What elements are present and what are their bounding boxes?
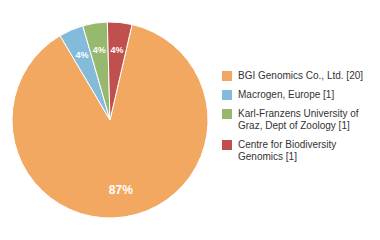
html-text:Centre for Biodiversity Genomi: Centre for Biodiversity Genomics [1] [238,139,337,162]
svg-text:4%: 4% [93,45,106,55]
svg-text:4%: 4% [76,50,89,60]
html-text:BGI Genomics Co., Ltd. [20]: BGI Genomics Co., Ltd. [20] [238,70,364,81]
svg-text:87%: 87% [109,183,133,197]
html-text:Macrogen, Europe [1]: Macrogen, Europe [1] [238,89,335,100]
html-text:Karl-Franzens University of Gr: Karl-Franzens University of Graz, Dept o… [238,108,359,131]
svg-text:4%: 4% [111,45,124,55]
